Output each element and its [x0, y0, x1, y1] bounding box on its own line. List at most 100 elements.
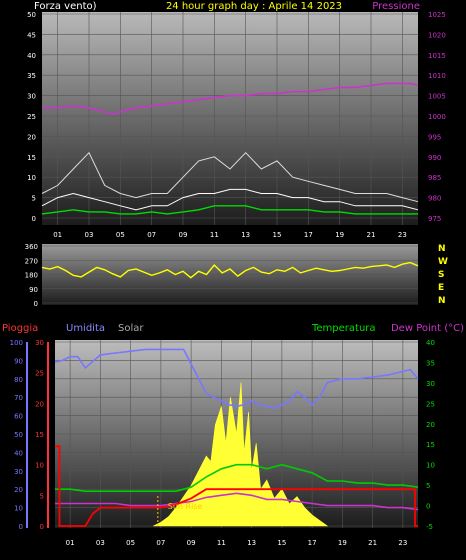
wind-x-tick-label: 21: [367, 231, 376, 239]
solar-label: Solar: [118, 323, 144, 334]
direction-y-tick-label: 180: [25, 272, 38, 280]
temperature-y-tick-label: 35: [426, 359, 435, 367]
pressure-y-tick-label: 1020: [428, 31, 446, 39]
rain-y-tick-label: 0: [40, 523, 44, 531]
rain-y-tick-label: 10: [35, 462, 44, 470]
rain-y-tick-label: 5: [40, 492, 44, 500]
temperature-label: Temperatura: [311, 323, 376, 334]
temperature-y-tick-label: 20: [426, 421, 435, 429]
chart-title: 24 hour graph day : Aprile 14 2023: [166, 1, 342, 12]
weather-x-tick-label: 01: [66, 539, 75, 547]
pressure-y-tick-label: 990: [428, 154, 441, 162]
dew-point-line: [55, 492, 419, 511]
media-vento-line: [41, 205, 418, 215]
humidity-y-tick-label: 100: [10, 339, 23, 347]
temperatura-line: [55, 463, 419, 493]
direction-compass-label: W: [438, 257, 448, 267]
temperature-y-tick-label: 15: [426, 441, 435, 449]
wind-y-tick-label: 0: [32, 215, 36, 223]
direction-y-tick-label: 0: [34, 300, 38, 308]
wind-x-tick-label: 11: [210, 231, 219, 239]
direction-compass-label: N: [438, 244, 446, 254]
pioggia-line: [55, 445, 418, 527]
wind-x-tick-label: 09: [179, 231, 188, 239]
wind-y-tick-label: 20: [27, 133, 36, 141]
wind-x-tick-label: 17: [304, 231, 313, 239]
weather-x-tick-label: 07: [156, 539, 165, 547]
temperature-y-tick-label: 0: [426, 503, 430, 511]
wind-direction-line: [41, 261, 419, 279]
wind-y-tick-label: 40: [27, 52, 36, 60]
humidity-y-tick-label: 90: [14, 357, 23, 365]
direction-y-tick-label: 90: [29, 286, 38, 294]
rain-y-tick-label: 20: [35, 400, 44, 408]
humidity-y-tick-label: 80: [14, 376, 23, 384]
wind-y-tick-label: 15: [27, 154, 36, 162]
weather-x-tick-label: 17: [308, 539, 317, 547]
pressure-y-tick-label: 980: [428, 195, 441, 203]
pressure-y-tick-label: 1015: [428, 52, 446, 60]
wind-y-tick-label: 25: [27, 113, 36, 121]
weather-x-tick-label: 13: [247, 539, 256, 547]
humidity-y-tick-label: 10: [14, 505, 23, 513]
weather-x-tick-label: 23: [398, 539, 407, 547]
rain-y-tick-label: 15: [35, 431, 44, 439]
humidity-y-tick-label: 50: [14, 431, 23, 439]
wind-x-tick-label: 05: [116, 231, 125, 239]
weather-x-tick-label: 03: [96, 539, 105, 547]
wind-x-tick-label: 23: [398, 231, 407, 239]
direction-compass-label: S: [438, 270, 444, 280]
raffica-line: [41, 151, 419, 203]
direction-compass-label: N: [438, 296, 446, 306]
gridlines: [42, 12, 418, 528]
humidity-y-tick-label: 40: [14, 449, 23, 457]
umidita-line: [54, 348, 419, 410]
pressure-y-tick-label: 1025: [428, 11, 446, 19]
overlay-layer: Sun Rise: [157, 496, 203, 528]
temperature-y-tick-label: 10: [426, 462, 435, 470]
temperature-y-tick-label: 30: [426, 380, 435, 388]
rain-y-tick-label: 30: [35, 339, 44, 347]
rain-label: Pioggia: [2, 323, 38, 334]
pressure-y-tick-label: 1000: [428, 113, 446, 121]
wind-x-tick-label: 19: [335, 231, 344, 239]
humidity-y-tick-label: 60: [14, 413, 23, 421]
temperature-y-tick-label: 5: [426, 482, 430, 490]
direction-compass-label: E: [438, 283, 444, 293]
wind-y-tick-label: 30: [27, 93, 36, 101]
wind-x-tick-label: 07: [147, 231, 156, 239]
wind-y-tick-label: 50: [27, 11, 36, 19]
wind-x-tick-label: 01: [53, 231, 62, 239]
humidity-y-tick-label: 0: [19, 523, 23, 531]
rain-y-tick-label: 25: [35, 370, 44, 378]
pressure-y-tick-label: 1010: [428, 72, 446, 80]
wind-y-tick-label: 45: [27, 31, 36, 39]
direction-y-tick-label: 360: [25, 243, 38, 251]
humidity-label: Umidita: [66, 323, 105, 334]
wind-title: Forza vento): [34, 1, 97, 12]
sunrise-label: Sun Rise: [168, 502, 203, 511]
pressure-y-tick-label: 995: [428, 133, 441, 141]
wind-x-tick-label: 03: [85, 231, 94, 239]
wind-x-tick-label: 15: [273, 231, 282, 239]
weather-x-tick-label: 09: [187, 539, 196, 547]
wind-y-tick-label: 10: [27, 174, 36, 182]
axes: 0510152025303540455097598098599099510001…: [10, 11, 448, 547]
direction-y-tick-label: 270: [25, 257, 38, 265]
weather-x-tick-label: 11: [217, 539, 226, 547]
forza-vento-line: [41, 188, 419, 211]
pressure-y-tick-label: 985: [428, 174, 441, 182]
humidity-y-tick-label: 30: [14, 468, 23, 476]
pressure-y-tick-label: 1005: [428, 93, 446, 101]
series-layer: [41, 82, 419, 527]
weather-x-tick-label: 19: [338, 539, 347, 547]
wind-y-tick-label: 35: [27, 72, 36, 80]
dewpoint-label: Dew Point (°C): [391, 323, 464, 334]
weather-x-tick-label: 21: [368, 539, 377, 547]
temperature-y-tick-label: -5: [426, 523, 433, 531]
wind-x-tick-label: 13: [241, 231, 250, 239]
pressione-line: [42, 82, 419, 115]
pressure-y-tick-label: 975: [428, 215, 441, 223]
